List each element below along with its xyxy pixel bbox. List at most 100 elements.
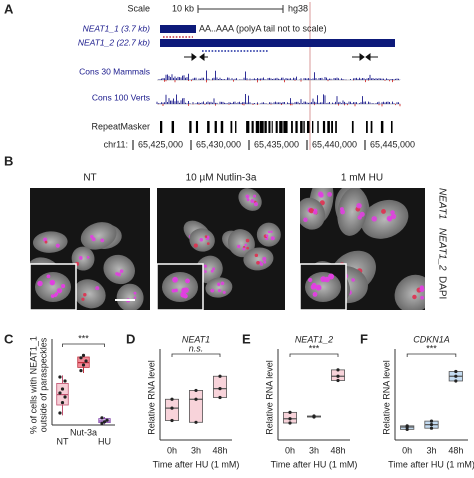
micrograph — [30, 188, 150, 310]
speckle — [328, 273, 335, 280]
speckle — [312, 292, 318, 297]
channel-legend: NEAT1 NEAT1_2 DAPI — [436, 188, 447, 299]
speckle — [43, 237, 48, 242]
x-tick-label: 3h — [191, 445, 201, 455]
track-label: Cons 30 Mammals — [79, 66, 150, 76]
data-point — [429, 419, 434, 423]
panel-label: C — [4, 331, 14, 346]
data-point — [218, 395, 222, 400]
repeat — [390, 121, 393, 133]
speckle — [199, 237, 204, 242]
data-point — [312, 414, 316, 418]
repeat — [275, 121, 278, 133]
nucleus — [394, 274, 425, 310]
box — [164, 398, 179, 421]
coordinate: 65,430,000 — [196, 139, 241, 149]
speckle — [210, 269, 214, 273]
panel-label: A — [4, 1, 14, 16]
speckle — [303, 217, 308, 223]
speckle — [78, 256, 83, 260]
conservation — [156, 70, 401, 80]
nucleus — [103, 254, 135, 285]
data-point — [288, 410, 292, 414]
repeat — [214, 121, 217, 133]
x-tick-label: 48h — [448, 445, 463, 455]
nucleus — [80, 222, 117, 250]
speckle — [203, 264, 207, 268]
speckle — [220, 281, 225, 286]
y-axis-label: Relative RNA level — [381, 360, 391, 435]
data-point — [429, 426, 434, 430]
significance-bracket — [406, 353, 457, 357]
data-point — [60, 401, 65, 405]
chart-title: NEAT1 — [182, 334, 210, 344]
speckle — [359, 211, 365, 217]
nucleus — [162, 272, 198, 302]
repeat — [306, 121, 310, 133]
transcript — [160, 25, 196, 33]
speckle — [381, 209, 386, 214]
speckle — [90, 234, 94, 239]
repeat — [279, 121, 283, 133]
data-point — [288, 417, 292, 421]
speckle — [246, 246, 250, 250]
speckle — [115, 272, 119, 276]
coordinate: 65,440,000 — [312, 139, 357, 149]
nucleus — [256, 222, 281, 247]
speckle — [185, 278, 190, 284]
speckle — [245, 194, 250, 199]
track-label: NEAT1_1 (3.7 kb) — [83, 23, 151, 33]
x-tick-label: 48h — [212, 445, 227, 455]
repeat — [268, 121, 271, 133]
repeat — [171, 121, 175, 133]
speckle — [171, 288, 176, 293]
x-axis-label: Time after HU (1 mM) — [388, 459, 474, 469]
chart-title: NEAT1_2 — [295, 334, 333, 344]
speckle — [180, 291, 187, 298]
speckle — [351, 278, 355, 282]
x-tick-label: 0h — [167, 445, 177, 455]
repeat — [335, 121, 337, 133]
repeat — [291, 121, 293, 133]
speckle — [357, 215, 362, 220]
data-point — [170, 397, 174, 401]
speckle — [308, 277, 313, 283]
data-point — [288, 421, 292, 425]
scale-text: 10 kb — [172, 3, 194, 13]
track-label: Scale — [127, 3, 150, 13]
conservation — [164, 80, 395, 83]
speckle — [253, 194, 257, 198]
speckle — [236, 244, 241, 249]
x-tick-label: 48h — [330, 445, 345, 455]
panel-label: F — [360, 331, 368, 346]
data-point — [63, 395, 67, 399]
speckle — [56, 287, 63, 294]
tracks: 65,425,000 65,430,000 65,435,000 65,440,000… — [132, 70, 415, 150]
speckle — [265, 234, 269, 238]
significance: *** — [78, 333, 89, 343]
speckle — [308, 208, 315, 214]
repeat — [246, 121, 250, 133]
data-point — [454, 374, 458, 378]
data-point — [81, 363, 86, 367]
repeat — [230, 121, 233, 133]
speckle — [55, 243, 60, 248]
speckle — [327, 191, 332, 197]
speckle — [244, 243, 247, 247]
track-label: chr11: — [104, 139, 128, 149]
significance-bracket — [171, 353, 221, 357]
speckle — [256, 260, 260, 265]
speckle — [37, 280, 43, 287]
speckle — [419, 287, 425, 293]
speckle — [312, 210, 318, 215]
speckle — [242, 247, 246, 251]
coordinate: 65,425,000 — [138, 139, 183, 149]
repeat — [235, 121, 237, 133]
data-point — [336, 374, 340, 378]
repeat — [259, 121, 264, 133]
repeat — [195, 121, 199, 133]
repeat — [255, 121, 260, 133]
x-tick-label: HU — [98, 436, 111, 446]
data-point — [170, 406, 174, 410]
data-point — [60, 387, 65, 391]
